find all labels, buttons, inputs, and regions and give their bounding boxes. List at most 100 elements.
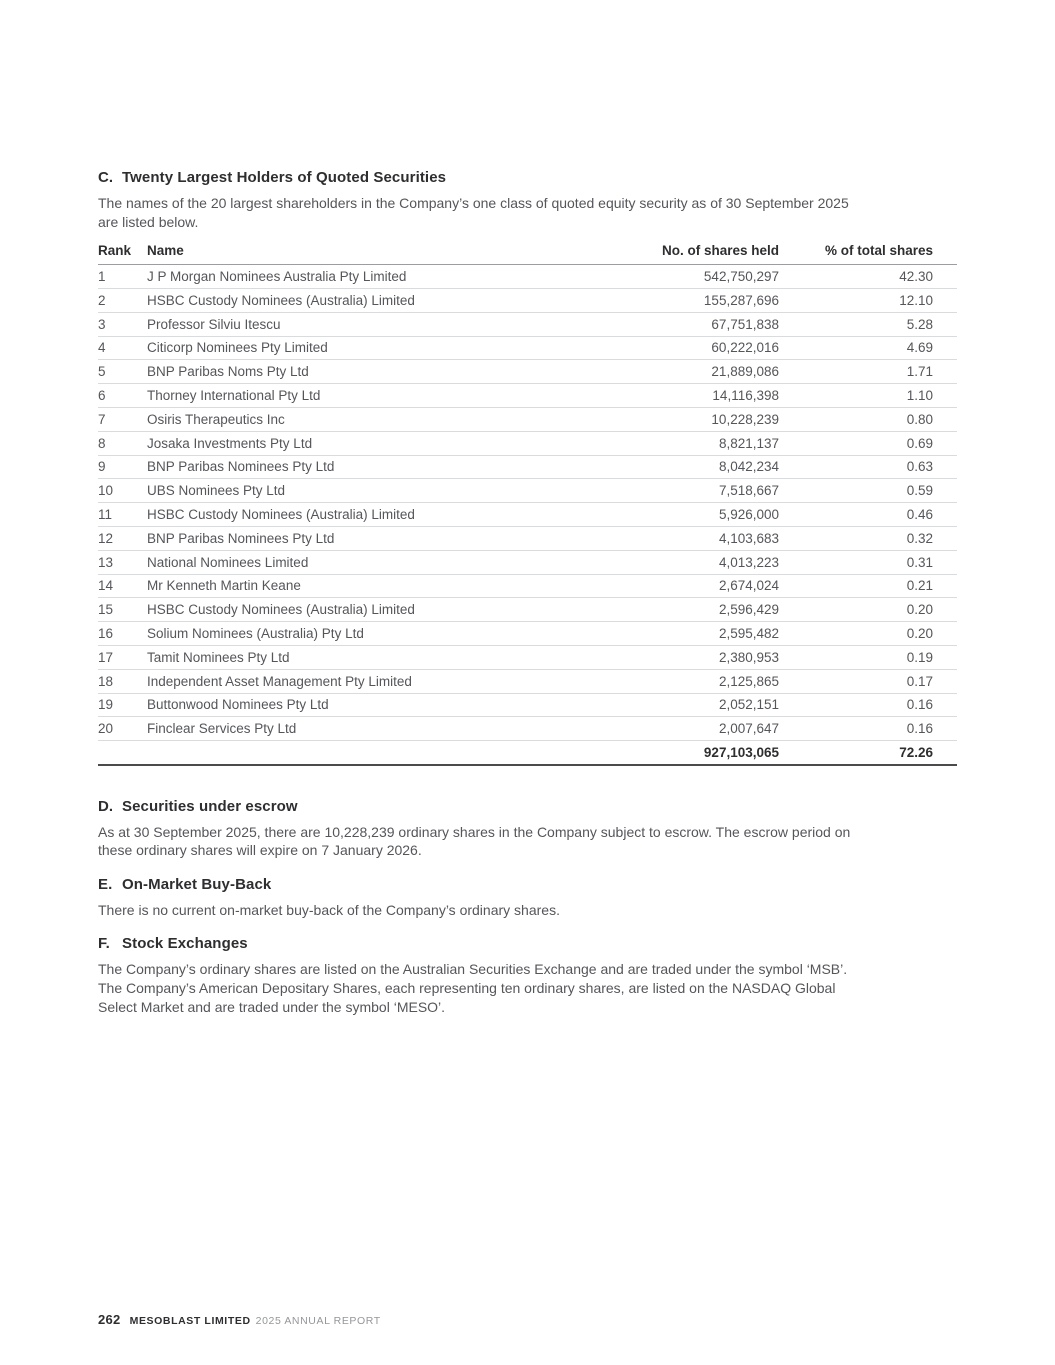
cell-name: J P Morgan Nominees Australia Pty Limite… (147, 264, 579, 289)
cell-name: HSBC Custody Nominees (Australia) Limite… (147, 502, 579, 527)
body-line: There is no current on-market buy-back o… (98, 901, 560, 918)
cell-shares: 2,380,953 (579, 645, 779, 670)
cell-rank: 18 (98, 669, 147, 694)
cell-name: BNP Paribas Nominees Pty Ltd (147, 455, 579, 480)
footer-company: MESOBLAST LIMITED (129, 1315, 251, 1327)
table-header-row: Rank Name No. of shares held % of total … (98, 243, 957, 266)
table-row: 17 Tamit Nominees Pty Ltd 2,380,953 0.19 (98, 645, 957, 670)
section-on-market-buy-back: E. On-Market Buy-Back There is no current… (98, 876, 957, 920)
cell-rank: 13 (98, 550, 147, 575)
table-row: 15 HSBC Custody Nominees (Australia) Limi… (98, 597, 957, 623)
cell-shares: 2,674,024 (579, 574, 779, 599)
intro-line: The names of the 20 largest shareholders… (98, 195, 849, 211)
cell-shares: 542,750,297 (579, 264, 779, 289)
cell-percent: 0.69 (779, 431, 957, 456)
cell-rank: 11 (98, 502, 147, 527)
page-footer: 262 MESOBLAST LIMITED 2025 ANNUAL REPORT (98, 1312, 381, 1327)
table-row: 20 Finclear Services Pty Ltd 2,007,647 0.16 (98, 716, 957, 742)
cell-name: Finclear Services Pty Ltd (147, 716, 579, 742)
cell-percent: 0.63 (779, 455, 957, 480)
cell-percent: 0.80 (779, 407, 957, 432)
cell-rank: 5 (98, 359, 147, 385)
cell-rank: 1 (98, 264, 147, 289)
cell-name: Mr Kenneth Martin Keane (147, 574, 579, 599)
table-total-row: 927,103,065 72.26 (98, 740, 957, 766)
section-letter: D. (98, 797, 114, 815)
cell-name: Solium Nominees (Australia) Pty Ltd (147, 621, 579, 646)
cell-shares: 8,042,234 (579, 455, 779, 480)
section-c-heading: C. Twenty Largest Holders of Quoted Secur… (98, 169, 957, 186)
cell-name: HSBC Custody Nominees (Australia) Limite… (147, 597, 579, 623)
cell-name: Independent Asset Management Pty Limited (147, 669, 579, 694)
section-letter: F. (98, 935, 110, 953)
table-row: 9 BNP Paribas Nominees Pty Ltd 8,042,234 0.… (98, 455, 957, 480)
cell-name: BNP Paribas Noms Pty Ltd (147, 359, 579, 385)
section-f-heading: F. Stock Exchanges (98, 935, 957, 952)
table-row: 6 Thorney International Pty Ltd 14,116,398… (98, 383, 957, 408)
section-e-body: There is no current on-market buy-back o… (98, 901, 957, 920)
cell-name: Buttonwood Nominees Pty Ltd (147, 693, 579, 718)
table-row: 14 Mr Kenneth Martin Keane 2,674,024 0.21 (98, 574, 957, 599)
cell-name: UBS Nominees Pty Ltd (147, 478, 579, 504)
cell-shares: 2,596,429 (579, 597, 779, 623)
cell-percent: 0.20 (779, 621, 957, 646)
section-f-body: The Company’s ordinary shares are listed… (98, 960, 957, 1016)
header-name: Name (147, 243, 579, 266)
cell-shares: 60,222,016 (579, 336, 779, 361)
cell-percent: 0.59 (779, 478, 957, 504)
cell-shares: 2,052,151 (579, 693, 779, 718)
section-title: Stock Exchanges (122, 935, 248, 953)
cell-shares: 7,518,667 (579, 478, 779, 504)
cell-rank: 4 (98, 336, 147, 361)
section-securities-under-escrow: D. Securities under escrow As at 30 Septe… (98, 798, 957, 860)
table-row: 2 HSBC Custody Nominees (Australia) Limit… (98, 288, 957, 313)
total-shares: 927,103,065 (579, 740, 779, 766)
table-row: 18 Independent Asset Management Pty Limit… (98, 669, 957, 694)
table-row: 16 Solium Nominees (Australia) Pty Ltd 2,5… (98, 621, 957, 646)
cell-percent: 1.71 (779, 359, 957, 385)
cell-name: BNP Paribas Nominees Pty Ltd (147, 526, 579, 551)
table-row: 7 Osiris Therapeutics Inc 10,228,239 0.80 (98, 407, 957, 432)
table-row: 12 BNP Paribas Nominees Pty Ltd 4,103,683 0… (98, 526, 957, 551)
holders-table: Rank Name No. of shares held % of total … (98, 243, 957, 766)
total-percent: 72.26 (779, 740, 957, 766)
cell-rank: 12 (98, 526, 147, 551)
cell-name: Osiris Therapeutics Inc (147, 407, 579, 432)
cell-rank: 2 (98, 288, 147, 313)
section-c-intro: The names of the 20 largest shareholders… (98, 194, 957, 231)
cell-percent: 0.31 (779, 550, 957, 575)
cell-shares: 4,013,223 (579, 550, 779, 575)
cell-rank: 17 (98, 645, 147, 670)
table-row: 4 Citicorp Nominees Pty Limited 60,222,016… (98, 336, 957, 361)
cell-name: National Nominees Limited (147, 550, 579, 575)
cell-shares: 67,751,838 (579, 312, 779, 337)
section-title: Twenty Largest Holders of Quoted Securit… (122, 169, 447, 186)
cell-percent: 0.19 (779, 645, 957, 670)
cell-percent: 5.28 (779, 312, 957, 337)
section-stock-exchanges: F. Stock Exchanges The Company’s ordinary… (98, 935, 957, 1016)
cell-shares: 4,103,683 (579, 526, 779, 551)
cell-name: HSBC Custody Nominees (Australia) Limite… (147, 288, 579, 313)
section-e-heading: E. On-Market Buy-Back (98, 876, 957, 893)
cell-percent: 0.21 (779, 574, 957, 599)
cell-rank: 16 (98, 621, 147, 646)
cell-rank: 9 (98, 455, 147, 480)
cell-name: Thorney International Pty Ltd (147, 383, 579, 408)
cell-rank: 10 (98, 478, 147, 504)
cell-percent: 0.46 (779, 502, 957, 527)
cell-percent: 0.16 (779, 716, 957, 742)
body-line: The Company’s American Depositary Shares… (98, 980, 836, 996)
cell-name: Josaka Investments Pty Ltd (147, 431, 579, 456)
cell-shares: 155,287,696 (579, 288, 779, 313)
cell-percent: 0.17 (779, 669, 957, 694)
table-row: 5 BNP Paribas Noms Pty Ltd 21,889,086 1.71 (98, 359, 957, 385)
section-letter: E. (98, 875, 113, 893)
section-d-body: As at 30 September 2025, there are 10,22… (98, 823, 957, 860)
cell-rank: 6 (98, 383, 147, 408)
cell-shares: 2,595,482 (579, 621, 779, 646)
table-row: 13 National Nominees Limited 4,013,223 0.31 (98, 550, 957, 575)
body-line: The Company’s ordinary shares are listed… (98, 961, 848, 978)
cell-rank: 15 (98, 597, 147, 623)
